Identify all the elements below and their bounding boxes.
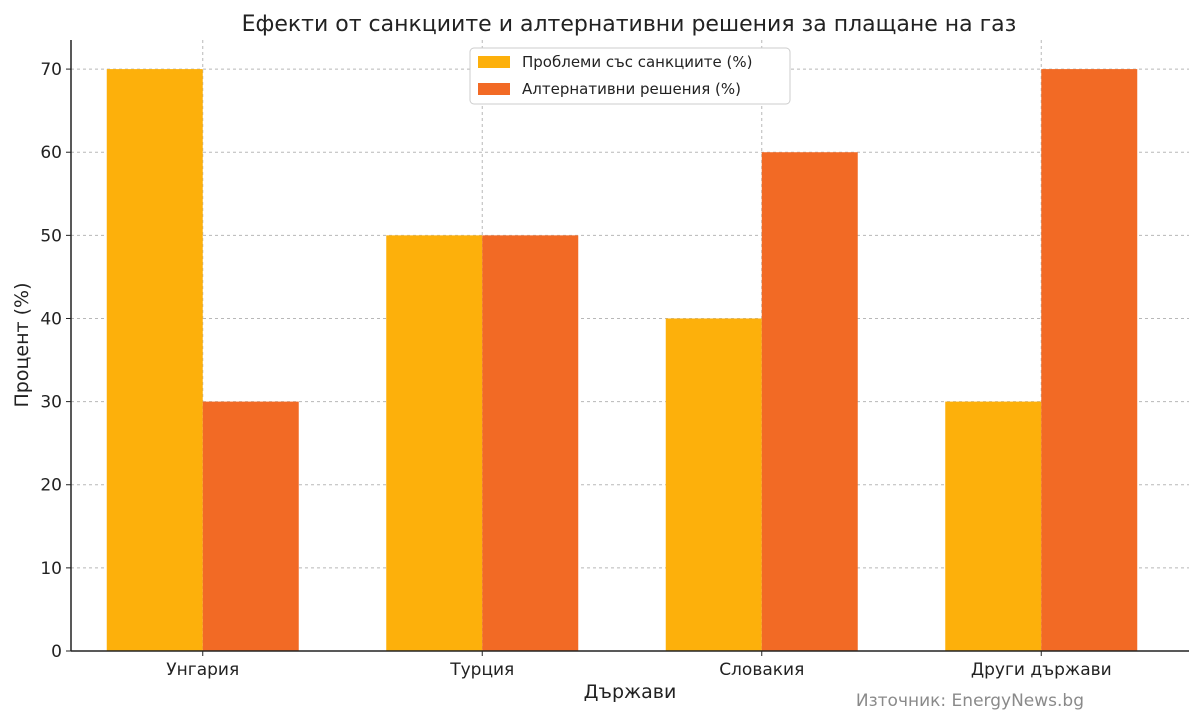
bar-alternatives: [1041, 69, 1138, 652]
x-tick-label: Унгария: [166, 660, 239, 680]
source-note: Източник: EnergyNews.bg: [856, 691, 1084, 711]
y-tick-label: 20: [40, 476, 62, 496]
y-tick-label: 50: [40, 226, 62, 246]
bar-alternatives: [482, 235, 579, 651]
x-axis-label: Държави: [584, 681, 677, 703]
bars-layer: [106, 69, 1138, 652]
bar-problems: [665, 318, 762, 651]
x-tick-label: Други държави: [971, 660, 1112, 680]
bar-alternatives: [202, 401, 299, 651]
y-axis-label: Процент (%): [11, 282, 33, 407]
x-tick-label: Словакия: [719, 660, 804, 680]
legend: Проблеми със санкциите (%) Алтернативни …: [469, 47, 791, 105]
legend-label-problems: Проблеми със санкциите (%): [522, 53, 752, 71]
x-tick-labels: Унгария Турция Словакия Други държави: [166, 660, 1111, 680]
bar-problems: [945, 401, 1042, 651]
bar-problems: [386, 235, 483, 651]
y-tick-label: 10: [40, 559, 62, 579]
y-tick-label: 70: [40, 60, 62, 80]
y-tick-label: 60: [40, 143, 62, 163]
x-tick-label: Турция: [449, 660, 514, 680]
legend-swatch-problems: [478, 56, 510, 68]
y-tick-label: 30: [40, 393, 62, 413]
bar-problems: [106, 69, 203, 652]
legend-label-alternatives: Алтернативни решения (%): [522, 80, 741, 98]
y-tick-label: 40: [40, 309, 62, 329]
legend-box: [469, 47, 791, 105]
y-tick-label: 0: [51, 642, 62, 662]
y-tick-labels: 0 10 20 30 40 50 60 70: [40, 60, 62, 662]
bar-alternatives: [761, 152, 858, 651]
chart-title: Ефекти от санкциите и алтернативни решен…: [242, 12, 1017, 37]
legend-swatch-alternatives: [478, 83, 510, 95]
